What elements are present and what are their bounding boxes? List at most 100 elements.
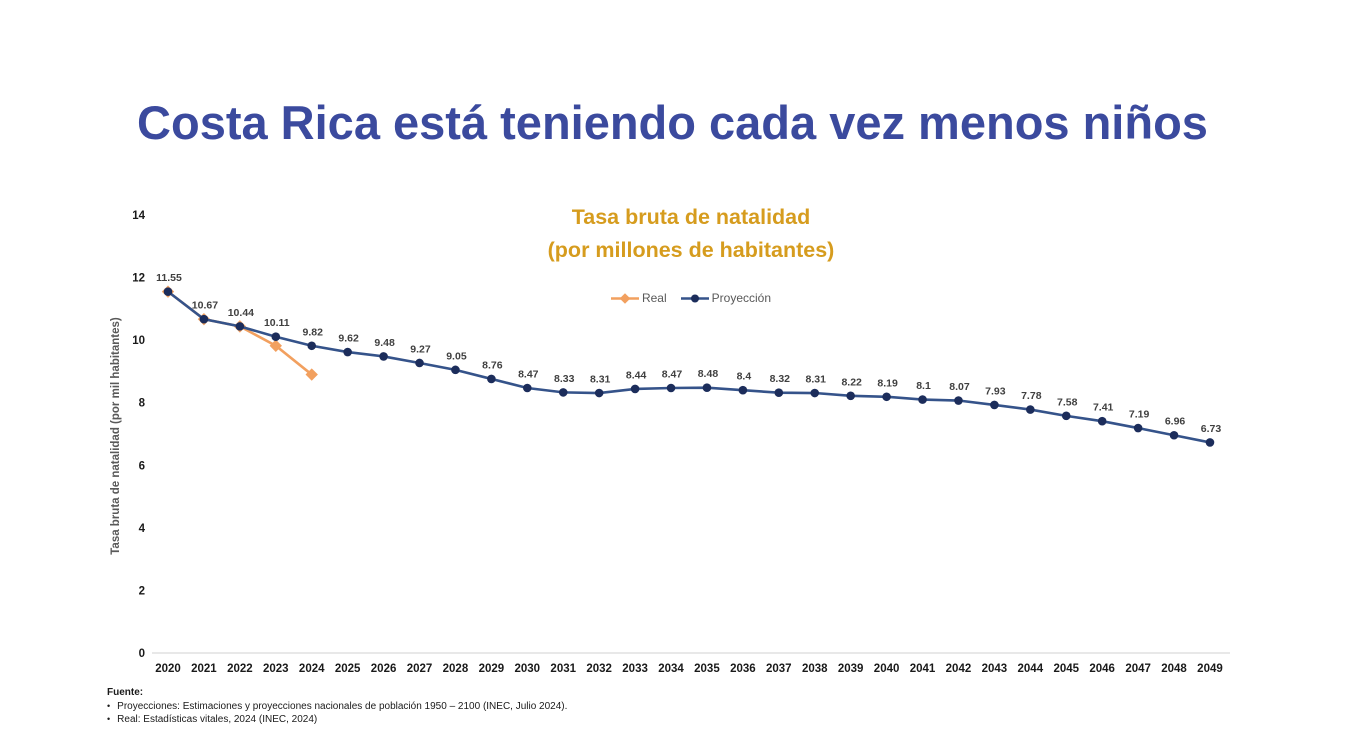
x-tick-label: 2027 — [407, 663, 433, 675]
proyeccion-marker — [1169, 430, 1179, 440]
proyeccion-marker — [379, 352, 388, 361]
proyeccion-marker — [199, 314, 209, 324]
source-bullet-proyecciones: • Proyecciones: Estimaciones y proyeccio… — [107, 700, 567, 714]
bullet-icon: • — [107, 700, 111, 711]
x-tick-label: 2040 — [874, 663, 900, 675]
x-tick-label: 2026 — [371, 663, 397, 675]
x-tick-label: 2035 — [694, 663, 720, 675]
proyeccion-marker — [415, 358, 424, 368]
x-tick-label: 2028 — [443, 663, 469, 675]
legend-item-real: Real — [610, 291, 667, 305]
proyeccion-marker — [1061, 411, 1071, 421]
x-tick-label: 2023 — [263, 663, 289, 675]
data-label: 8.07 — [949, 381, 970, 393]
x-tick-label: 2038 — [802, 663, 828, 675]
source-bullet-text: Proyecciones: Estimaciones y proyeccione… — [117, 700, 568, 712]
data-label: 8.31 — [806, 374, 827, 386]
x-tick-label: 2029 — [479, 663, 505, 675]
y-tick-label: 4 — [139, 523, 146, 535]
source-bullet-text: Real: Estadísticas vitales, 2024 (INEC, … — [117, 714, 318, 725]
real-marker — [269, 339, 282, 352]
legend-label-real: Real — [641, 291, 667, 305]
y-tick-label: 14 — [132, 210, 145, 222]
y-tick-label: 0 — [139, 648, 145, 660]
data-label: 9.82 — [303, 326, 324, 338]
proyeccion-marker — [810, 388, 820, 398]
proyeccion-marker — [343, 347, 352, 357]
data-label: 7.41 — [1093, 402, 1114, 414]
proyeccion-marker — [1026, 405, 1035, 414]
x-tick-label: 2020 — [155, 663, 181, 675]
data-label: 9.05 — [446, 350, 467, 362]
data-label: 10.67 — [192, 300, 218, 312]
x-tick-label: 2025 — [335, 663, 361, 675]
proyeccion-marker — [271, 332, 281, 341]
data-label: 7.19 — [1129, 409, 1150, 421]
proyeccion-marker — [235, 322, 245, 331]
chart-legend: Real Proyección — [152, 291, 1230, 305]
proyeccion-series-line — [167, 290, 1211, 444]
proyeccion-marker — [1133, 423, 1143, 433]
data-label: 8.32 — [770, 373, 791, 385]
data-label: 6.73 — [1201, 423, 1222, 435]
proyeccion-marker — [882, 392, 891, 402]
x-tick-label: 2047 — [1125, 663, 1151, 675]
y-tick-label: 6 — [139, 460, 145, 472]
proyeccion-marker — [738, 385, 748, 395]
page-title: Costa Rica está teniendo cada vez menos … — [137, 96, 1208, 150]
data-label: 8.76 — [482, 359, 503, 371]
x-tick-label: 2030 — [515, 663, 541, 675]
proyeccion-marker — [774, 388, 784, 398]
x-tick-label: 2045 — [1053, 663, 1079, 675]
x-tick-label: 2046 — [1089, 663, 1115, 675]
proyeccion-marker — [990, 400, 999, 410]
data-label: 9.27 — [410, 343, 431, 355]
proyeccion-marker — [307, 341, 317, 351]
chart-title-line2: (por millones de habitantes) — [547, 238, 835, 262]
x-tick-label: 2031 — [550, 663, 576, 675]
proyeccion-marker — [558, 388, 568, 397]
source-footer: Fuente: • Proyecciones: Estimaciones y p… — [107, 686, 567, 727]
data-label: 8.22 — [841, 376, 862, 388]
legend-item-proyeccion: Proyección — [680, 291, 772, 305]
proyeccion-marker — [523, 383, 532, 393]
y-axis-title: Tasa bruta de natalidad (por mil habitan… — [110, 317, 122, 555]
proyeccion-marker — [1097, 416, 1107, 426]
data-label: 8.19 — [877, 377, 898, 389]
proyeccion-legend-marker-icon — [680, 294, 709, 302]
x-tick-label: 2049 — [1197, 663, 1223, 675]
x-tick-label: 2037 — [766, 663, 792, 675]
x-tick-label: 2039 — [838, 663, 864, 675]
legend-label-proyeccion: Proyección — [711, 291, 772, 305]
proyeccion-legend-shape — [690, 294, 699, 302]
x-tick-label: 2044 — [1018, 663, 1044, 675]
y-tick-label: 8 — [139, 398, 146, 410]
data-label: 10.11 — [264, 317, 290, 329]
data-label: 7.78 — [1021, 390, 1042, 402]
data-label: 9.62 — [338, 333, 359, 345]
bullet-icon: • — [107, 714, 111, 724]
data-label: 11.55 — [156, 272, 182, 284]
x-tick-label: 2033 — [622, 663, 648, 675]
data-label: 8.47 — [518, 369, 539, 381]
x-tick-label: 2032 — [586, 663, 612, 675]
data-label: 8.31 — [590, 374, 611, 386]
x-tick-label: 2043 — [982, 663, 1008, 675]
data-label: 8.33 — [554, 373, 575, 385]
data-label: 8.47 — [662, 369, 683, 381]
data-label: 8.1 — [916, 380, 931, 392]
proyeccion-marker — [702, 383, 712, 392]
real-marker — [305, 368, 318, 381]
x-tick-label: 2048 — [1161, 663, 1187, 675]
proyeccion-marker — [846, 391, 855, 401]
proyeccion-marker — [487, 374, 496, 384]
real-legend-shape — [619, 292, 631, 304]
data-label: 8.48 — [698, 368, 719, 380]
data-label: 8.44 — [626, 369, 647, 381]
x-tick-label: 2036 — [730, 663, 756, 675]
proyeccion-marker — [918, 395, 927, 404]
x-tick-label: 2021 — [191, 663, 217, 675]
proyeccion-marker — [666, 383, 676, 393]
data-label: 10.44 — [228, 307, 254, 319]
proyeccion-marker — [1205, 438, 1215, 447]
